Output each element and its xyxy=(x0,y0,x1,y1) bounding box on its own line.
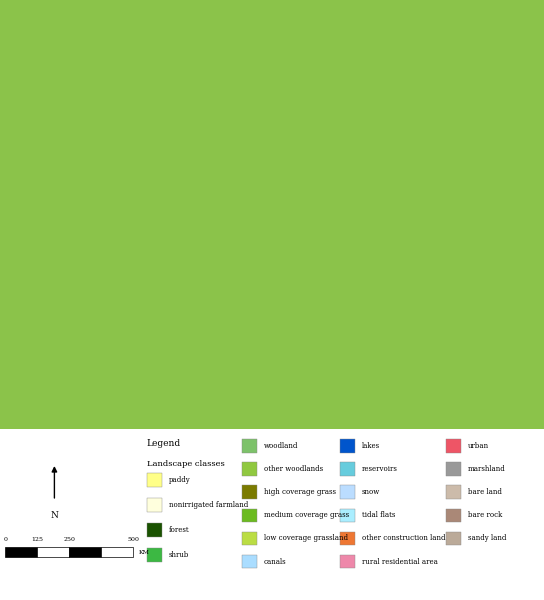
Bar xyxy=(446,439,461,453)
Text: low coverage grassland: low coverage grassland xyxy=(264,535,348,542)
Bar xyxy=(242,554,257,568)
Text: paddy: paddy xyxy=(169,476,190,484)
Bar xyxy=(446,463,461,476)
Bar xyxy=(446,509,461,522)
Text: Landscape classes: Landscape classes xyxy=(147,460,225,468)
Text: woodland: woodland xyxy=(264,442,298,450)
Bar xyxy=(340,485,355,499)
Text: canals: canals xyxy=(264,557,287,566)
Text: nonirrigated farmland: nonirrigated farmland xyxy=(169,501,248,509)
Text: Legend: Legend xyxy=(147,439,181,448)
Bar xyxy=(340,439,355,453)
Text: marshland: marshland xyxy=(468,465,505,473)
Bar xyxy=(38,547,70,557)
Bar xyxy=(242,463,257,476)
Text: sandy land: sandy land xyxy=(468,535,506,542)
Bar xyxy=(147,548,162,562)
Bar xyxy=(242,509,257,522)
Text: N: N xyxy=(51,511,58,520)
Bar xyxy=(147,498,162,512)
Text: C  2010: C 2010 xyxy=(114,437,158,446)
Text: high coverage grass: high coverage grass xyxy=(264,488,336,496)
Bar xyxy=(340,532,355,545)
Bar xyxy=(70,547,101,557)
Bar xyxy=(242,485,257,499)
Text: rural residential area: rural residential area xyxy=(362,557,437,566)
Text: 0: 0 xyxy=(3,537,8,542)
Bar xyxy=(242,532,257,545)
Bar xyxy=(242,439,257,453)
Text: bare rock: bare rock xyxy=(468,511,502,520)
Text: reservoirs: reservoirs xyxy=(362,465,398,473)
Text: tidal flats: tidal flats xyxy=(362,511,395,520)
Bar xyxy=(446,485,461,499)
Text: KM: KM xyxy=(139,550,150,554)
Bar xyxy=(147,523,162,537)
Text: A  1980: A 1980 xyxy=(114,223,158,232)
Text: other woodlands: other woodlands xyxy=(264,465,323,473)
Text: snow: snow xyxy=(362,488,380,496)
Text: 250: 250 xyxy=(63,537,76,542)
Text: urban: urban xyxy=(468,442,489,450)
Bar xyxy=(340,463,355,476)
Bar xyxy=(446,532,461,545)
Bar xyxy=(5,547,38,557)
Text: 500: 500 xyxy=(127,537,139,542)
Text: lakes: lakes xyxy=(362,442,380,450)
Text: forest: forest xyxy=(169,526,189,534)
Text: D  2018: D 2018 xyxy=(385,437,431,446)
Bar xyxy=(340,554,355,568)
Bar xyxy=(340,509,355,522)
Text: B  2000: B 2000 xyxy=(386,223,430,232)
Bar xyxy=(101,547,133,557)
Text: 125: 125 xyxy=(32,537,44,542)
Text: other construction land: other construction land xyxy=(362,535,445,542)
Text: shrub: shrub xyxy=(169,551,189,559)
Text: bare land: bare land xyxy=(468,488,502,496)
Bar xyxy=(147,473,162,487)
Text: medium coverage grass: medium coverage grass xyxy=(264,511,349,520)
